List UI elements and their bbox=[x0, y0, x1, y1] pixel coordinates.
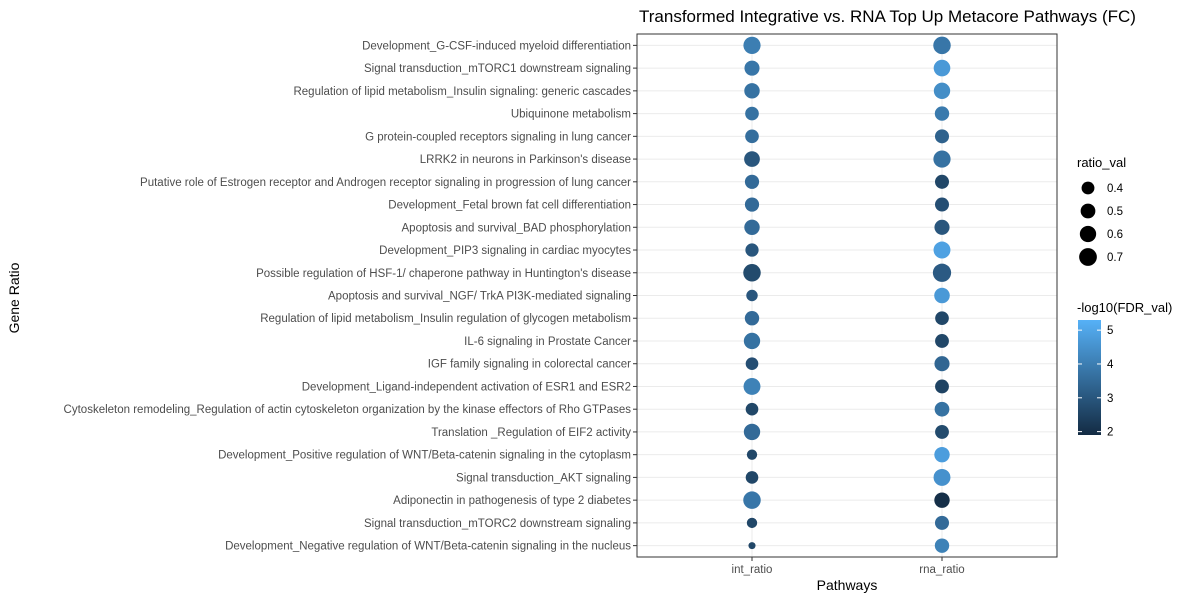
data-point bbox=[932, 263, 952, 282]
y-tick-label: Cytoskeleton remodeling_Regulation of ac… bbox=[64, 404, 632, 416]
data-point bbox=[746, 517, 758, 529]
y-tick-label: Adiponectin in pathogenesis of type 2 di… bbox=[393, 495, 631, 507]
y-tick-label: Regulation of lipid metabolism_Insulin r… bbox=[260, 313, 631, 325]
y-tick-label: Development_PIP3 signaling in cardiac my… bbox=[379, 245, 631, 257]
x-tick-label: int_ratio bbox=[732, 564, 773, 576]
y-tick-label: Translation _Regulation of EIF2 activity bbox=[431, 427, 631, 439]
data-point bbox=[744, 219, 760, 235]
data-point bbox=[744, 174, 760, 189]
y-tick-label: G protein-coupled receptors signaling in… bbox=[365, 131, 631, 143]
y-tick-label: Signal transduction_AKT signaling bbox=[456, 472, 631, 484]
data-point bbox=[745, 243, 759, 257]
y-tick-label: Possible regulation of HSF-1/ chaperone … bbox=[256, 268, 631, 280]
data-point bbox=[743, 377, 761, 395]
y-tick-label: Apoptosis and survival_BAD phosphorylati… bbox=[402, 222, 632, 234]
y-tick-label: Signal transduction_mTORC2 downstream si… bbox=[364, 518, 631, 530]
data-point bbox=[934, 538, 950, 553]
y-tick-label: Development_Ligand-independent activatio… bbox=[302, 381, 631, 393]
data-point bbox=[743, 36, 761, 54]
x-tick-label: rna_ratio bbox=[919, 564, 964, 576]
y-tick-label: Development_Positive regulation of WNT/B… bbox=[218, 450, 631, 462]
data-point bbox=[744, 83, 760, 99]
grid-lines bbox=[637, 34, 1057, 557]
colorbar-label: 4 bbox=[1107, 359, 1114, 371]
data-point bbox=[743, 264, 761, 282]
y-axis-title: Gene Ratio bbox=[6, 262, 22, 333]
data-point bbox=[935, 379, 949, 394]
data-point bbox=[933, 468, 951, 486]
y-tick-label: Development_Negative regulation of WNT/B… bbox=[225, 541, 631, 553]
data-point bbox=[744, 60, 760, 76]
data-point bbox=[933, 241, 951, 259]
data-point bbox=[934, 174, 950, 189]
data-point bbox=[934, 106, 950, 121]
data-point bbox=[934, 356, 950, 372]
data-point bbox=[934, 287, 950, 304]
data-point bbox=[745, 471, 759, 484]
color-legend-title: -log10(FDR_val) bbox=[1077, 300, 1172, 315]
data-point bbox=[935, 311, 949, 326]
colorbar-label: 2 bbox=[1107, 427, 1113, 439]
data-point bbox=[933, 82, 951, 100]
data-point bbox=[934, 401, 950, 417]
size-legend: ratio_val 0.4 0.5 0.6 0.7 bbox=[1077, 155, 1126, 266]
y-tick-label: Ubiquinone metabolism bbox=[511, 109, 631, 121]
data-point bbox=[743, 423, 761, 441]
size-legend-label: 0.6 bbox=[1107, 229, 1123, 241]
y-tick-label: IGF family signaling in colorectal cance… bbox=[428, 359, 631, 371]
data-point bbox=[745, 106, 759, 121]
data-point bbox=[744, 151, 760, 167]
size-legend-key bbox=[1081, 181, 1095, 195]
size-legend-label: 0.4 bbox=[1107, 183, 1124, 195]
data-point bbox=[934, 129, 950, 144]
data-point bbox=[933, 150, 951, 168]
data-point bbox=[743, 332, 761, 350]
data-point bbox=[745, 357, 759, 371]
data-points bbox=[743, 36, 952, 553]
data-point bbox=[746, 289, 758, 302]
data-point bbox=[934, 446, 950, 463]
y-tick-label: IL-6 signaling in Prostate Cancer bbox=[464, 336, 631, 348]
data-point bbox=[935, 334, 949, 348]
colorbar bbox=[1078, 320, 1101, 435]
y-tick-label: LRRK2 in neurons in Parkinson's disease bbox=[420, 154, 631, 166]
size-legend-key bbox=[1080, 203, 1096, 219]
data-point bbox=[933, 36, 951, 55]
chart-title: Transformed Integrative vs. RNA Top Up M… bbox=[639, 7, 1136, 26]
data-point bbox=[745, 402, 759, 416]
size-legend-title: ratio_val bbox=[1077, 155, 1126, 170]
size-legend-label: 0.7 bbox=[1107, 252, 1123, 264]
y-tick-label: Development_Fetal brown fat cell differe… bbox=[388, 200, 631, 212]
y-tick-label: Regulation of lipid metabolism_Insulin s… bbox=[293, 86, 631, 98]
data-point bbox=[745, 129, 759, 144]
data-point bbox=[935, 425, 949, 439]
y-axis: Development_G-CSF-induced myeloid differ… bbox=[64, 40, 637, 553]
y-tick-label: Development_G-CSF-induced myeloid differ… bbox=[362, 40, 631, 52]
data-point bbox=[743, 491, 761, 509]
x-axis: int_ratio rna_ratio bbox=[732, 557, 965, 576]
data-point bbox=[934, 197, 950, 212]
data-point bbox=[746, 449, 758, 460]
y-tick-label: Signal transduction_mTORC1 downstream si… bbox=[364, 63, 631, 75]
data-point bbox=[934, 219, 950, 235]
y-tick-label: Putative role of Estrogen receptor and A… bbox=[140, 177, 631, 189]
data-point bbox=[748, 542, 756, 550]
x-axis-title: Pathways bbox=[817, 577, 878, 593]
data-point bbox=[744, 197, 760, 212]
data-point bbox=[744, 311, 760, 326]
size-legend-key bbox=[1079, 248, 1097, 266]
data-point bbox=[934, 492, 950, 508]
colorbar-label: 5 bbox=[1107, 325, 1113, 337]
y-tick-label: Apoptosis and survival_NGF/ TrkA PI3K-me… bbox=[328, 291, 631, 303]
color-legend: -log10(FDR_val) 2 3 4 5 bbox=[1077, 300, 1172, 439]
data-point bbox=[933, 59, 951, 77]
size-legend-label: 0.5 bbox=[1107, 206, 1123, 218]
size-legend-key bbox=[1079, 225, 1097, 243]
data-point bbox=[934, 515, 950, 530]
colorbar-label: 3 bbox=[1107, 393, 1113, 405]
